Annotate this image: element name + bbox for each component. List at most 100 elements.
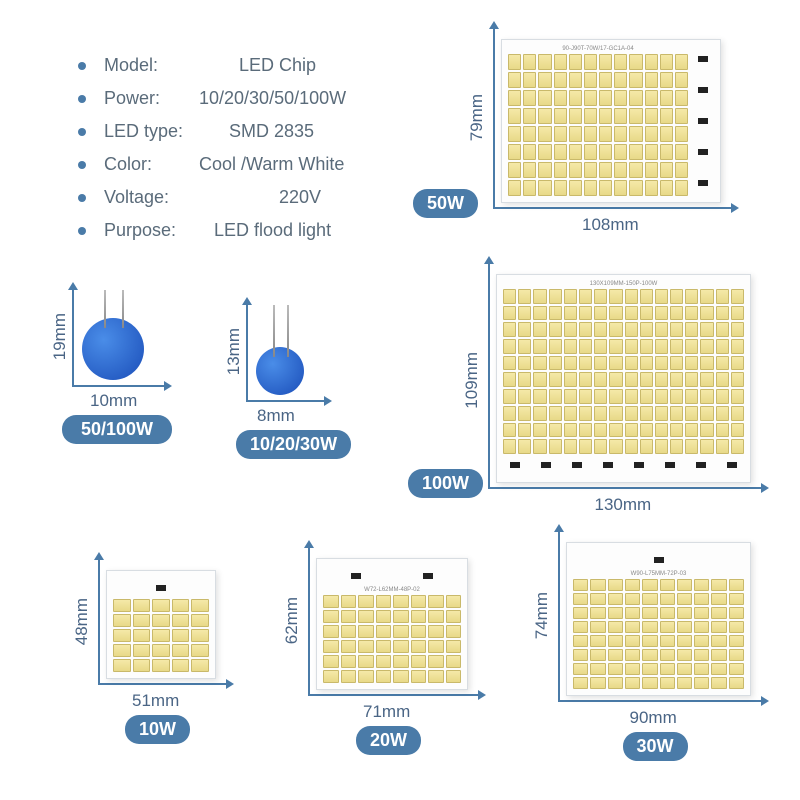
led-icon bbox=[133, 644, 151, 657]
led-icon bbox=[629, 162, 642, 178]
led-icon bbox=[376, 625, 392, 638]
led-icon bbox=[731, 372, 744, 387]
led-icon bbox=[594, 439, 607, 454]
led-icon bbox=[523, 72, 536, 88]
led-icon bbox=[133, 614, 151, 627]
led-icon bbox=[133, 659, 151, 672]
led-icon bbox=[569, 126, 582, 142]
led-icon bbox=[694, 593, 709, 605]
pcb-board: 90-J90T-70W/17-GC1A-04 bbox=[501, 39, 721, 203]
led-icon bbox=[640, 339, 653, 354]
led-icon bbox=[614, 54, 627, 70]
led-icon bbox=[642, 593, 657, 605]
led-icon bbox=[508, 90, 521, 106]
led-icon bbox=[533, 356, 546, 371]
led-icon bbox=[640, 439, 653, 454]
led-icon bbox=[660, 108, 673, 124]
led-icon bbox=[508, 162, 521, 178]
led-icon bbox=[599, 162, 612, 178]
led-icon bbox=[625, 389, 638, 404]
dim-height: 13mm bbox=[224, 328, 244, 375]
led-icon bbox=[376, 595, 392, 608]
led-icon bbox=[645, 180, 658, 196]
led-icon bbox=[152, 659, 170, 672]
led-icon bbox=[446, 670, 462, 683]
led-icon bbox=[625, 579, 640, 591]
led-icon bbox=[716, 439, 729, 454]
spec-row: Power:10/20/30/50/100W bbox=[78, 88, 346, 109]
led-icon bbox=[533, 406, 546, 421]
led-icon bbox=[625, 593, 640, 605]
led-icon bbox=[729, 621, 744, 633]
led-icon bbox=[660, 593, 675, 605]
ic-chip-icon bbox=[698, 180, 708, 186]
led-icon bbox=[549, 406, 562, 421]
led-icon bbox=[508, 144, 521, 160]
axis-vertical bbox=[72, 290, 74, 385]
led-icon bbox=[694, 677, 709, 689]
led-icon bbox=[508, 126, 521, 142]
axis-vertical bbox=[246, 305, 248, 400]
led-icon bbox=[549, 423, 562, 438]
led-icon bbox=[625, 406, 638, 421]
led-icon bbox=[685, 306, 698, 321]
wattage-badge: 30W bbox=[623, 732, 688, 761]
led-icon bbox=[700, 406, 713, 421]
led-icon bbox=[323, 610, 339, 623]
led-icon bbox=[685, 423, 698, 438]
bullet-icon bbox=[78, 95, 86, 103]
led-icon bbox=[625, 322, 638, 337]
led-icon bbox=[670, 289, 683, 304]
ic-chip-icon bbox=[665, 462, 675, 468]
led-icon bbox=[358, 655, 374, 668]
pcb-board: 130X109MM-150P-100W bbox=[496, 274, 751, 483]
ic-strip bbox=[692, 46, 714, 196]
led-icon bbox=[564, 406, 577, 421]
ic-chip-icon bbox=[698, 87, 708, 93]
led-icon bbox=[670, 406, 683, 421]
led-icon bbox=[590, 607, 605, 619]
axis-vertical bbox=[558, 532, 560, 700]
led-icon bbox=[645, 162, 658, 178]
axis-vertical bbox=[98, 560, 100, 683]
led-grid bbox=[323, 595, 461, 683]
led-icon bbox=[549, 372, 562, 387]
led-icon bbox=[675, 72, 688, 88]
led-icon bbox=[113, 599, 131, 612]
led-icon bbox=[700, 389, 713, 404]
led-icon bbox=[564, 423, 577, 438]
led-icon bbox=[716, 356, 729, 371]
led-icon bbox=[700, 423, 713, 438]
led-icon bbox=[376, 610, 392, 623]
led-icon bbox=[655, 423, 668, 438]
led-icon bbox=[609, 289, 622, 304]
led-icon bbox=[716, 372, 729, 387]
dim-width: 10mm bbox=[90, 391, 137, 411]
led-icon bbox=[579, 406, 592, 421]
led-icon bbox=[700, 306, 713, 321]
pcb-model-text: W72-L62MM-48P-02 bbox=[323, 587, 461, 593]
led-icon bbox=[594, 322, 607, 337]
led-icon bbox=[655, 356, 668, 371]
led-icon bbox=[625, 621, 640, 633]
led-icon bbox=[376, 655, 392, 668]
ic-chip-icon bbox=[698, 56, 708, 62]
led-icon bbox=[590, 579, 605, 591]
led-icon bbox=[428, 640, 444, 653]
led-icon bbox=[411, 655, 427, 668]
dim-height: 109mm bbox=[462, 352, 482, 409]
led-icon bbox=[579, 322, 592, 337]
led-icon bbox=[608, 607, 623, 619]
ic-strip bbox=[503, 457, 744, 473]
led-icon bbox=[518, 289, 531, 304]
led-icon bbox=[645, 144, 658, 160]
led-icon bbox=[599, 90, 612, 106]
led-icon bbox=[711, 607, 726, 619]
led-icon bbox=[716, 306, 729, 321]
spec-label: LED type: bbox=[104, 121, 199, 142]
dim-width: 71mm bbox=[363, 702, 410, 722]
led-icon bbox=[642, 663, 657, 675]
led-icon bbox=[599, 180, 612, 196]
led-icon bbox=[584, 108, 597, 124]
dim-width: 51mm bbox=[132, 691, 179, 711]
